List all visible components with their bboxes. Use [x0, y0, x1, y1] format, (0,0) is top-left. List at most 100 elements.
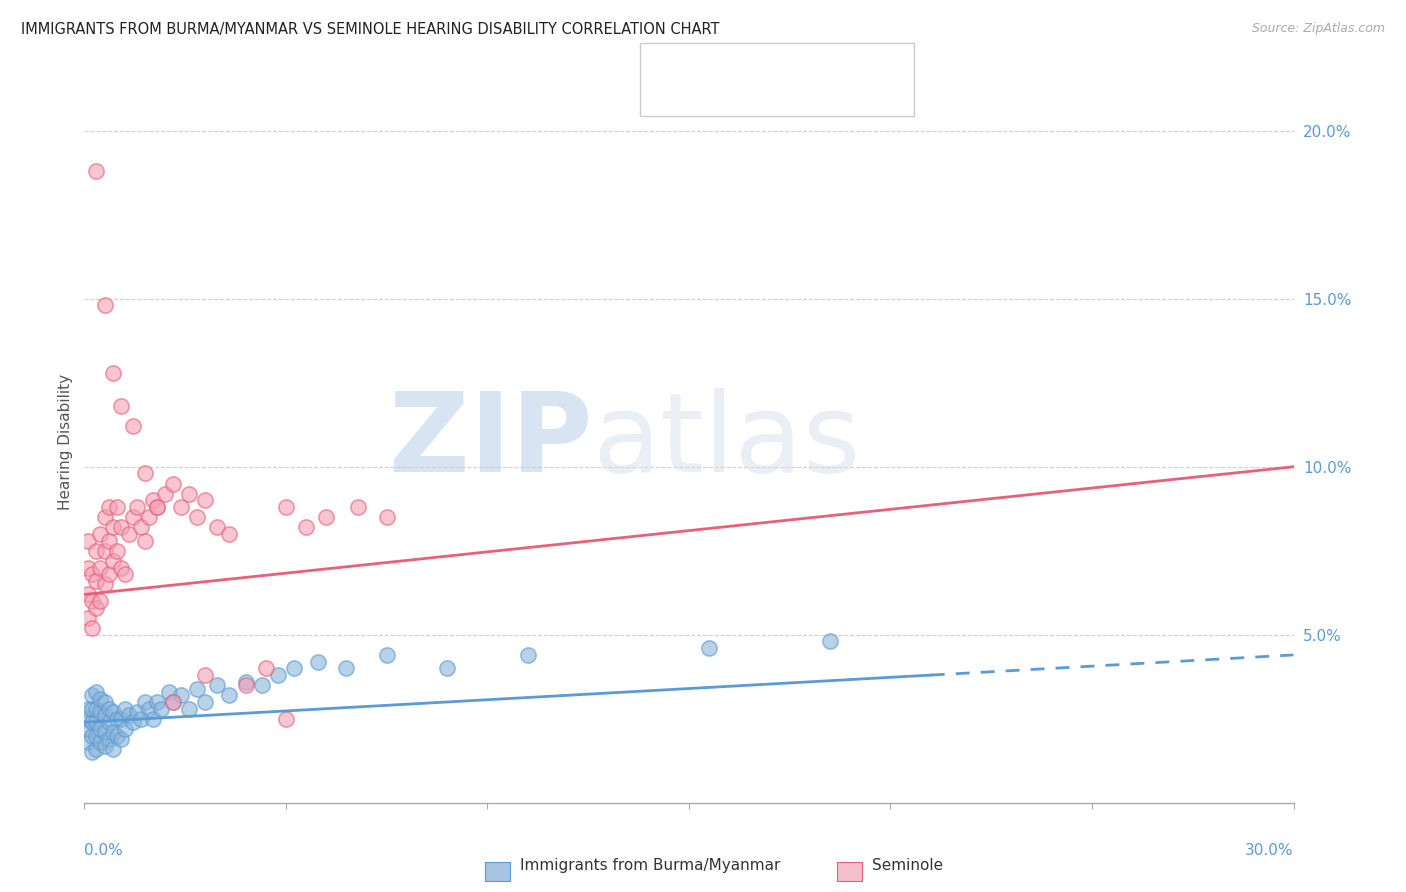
Point: [134, 695, 156, 709]
Point: [142, 712, 165, 726]
Point: [125, 500, 148, 514]
Point: [82, 621, 104, 635]
Point: [105, 712, 128, 726]
Point: [207, 678, 229, 692]
Point: [267, 668, 290, 682]
Point: [194, 493, 217, 508]
Point: [335, 661, 357, 675]
Point: [77, 611, 100, 625]
Point: [157, 685, 180, 699]
Point: [307, 655, 329, 669]
Point: [82, 688, 104, 702]
Point: [138, 702, 160, 716]
Point: [129, 520, 152, 534]
Point: [105, 543, 128, 558]
Point: [77, 560, 100, 574]
Text: Seminole: Seminole: [872, 858, 943, 872]
Point: [93, 739, 115, 753]
Point: [101, 520, 124, 534]
Point: [89, 560, 111, 574]
Point: [170, 688, 193, 702]
Point: [347, 500, 370, 514]
Point: [93, 708, 115, 723]
Point: [101, 554, 124, 568]
Point: [146, 500, 169, 514]
Point: [77, 587, 100, 601]
Point: [89, 691, 111, 706]
Text: 0.0%: 0.0%: [84, 843, 124, 858]
Point: [93, 298, 115, 312]
Point: [186, 681, 208, 696]
Point: [375, 648, 398, 662]
Point: [114, 722, 136, 736]
Text: N = 59: N = 59: [789, 93, 842, 107]
Point: [89, 722, 111, 736]
Point: [697, 641, 720, 656]
Text: Source: ZipAtlas.com: Source: ZipAtlas.com: [1251, 22, 1385, 36]
Point: [254, 661, 277, 675]
Point: [146, 695, 169, 709]
Point: [82, 715, 104, 730]
Point: [207, 520, 229, 534]
Point: [121, 715, 143, 730]
Point: [274, 500, 297, 514]
Point: [138, 510, 160, 524]
Point: [86, 715, 108, 730]
Point: [93, 695, 115, 709]
Point: [250, 678, 273, 692]
Text: IMMIGRANTS FROM BURMA/MYANMAR VS SEMINOLE HEARING DISABILITY CORRELATION CHART: IMMIGRANTS FROM BURMA/MYANMAR VS SEMINOL…: [21, 22, 720, 37]
Point: [86, 742, 108, 756]
Text: ZIP: ZIP: [389, 388, 592, 495]
Point: [89, 735, 111, 749]
Point: [110, 399, 132, 413]
Point: [86, 685, 108, 699]
Point: [101, 366, 124, 380]
Point: [93, 577, 115, 591]
Point: [194, 668, 217, 682]
Point: [129, 712, 152, 726]
Point: [77, 702, 100, 716]
Point: [436, 661, 458, 675]
Point: [77, 735, 100, 749]
Point: [118, 527, 141, 541]
Point: [97, 702, 120, 716]
Point: [110, 731, 132, 746]
Point: [86, 600, 108, 615]
Point: [315, 510, 337, 524]
Point: [82, 729, 104, 743]
Y-axis label: Hearing Disability: Hearing Disability: [58, 374, 73, 509]
Point: [218, 688, 240, 702]
Point: [82, 594, 104, 608]
Point: [134, 533, 156, 548]
Point: [97, 567, 120, 582]
Point: [516, 648, 538, 662]
Point: [110, 560, 132, 574]
Point: [77, 533, 100, 548]
Point: [153, 486, 176, 500]
Point: [146, 500, 169, 514]
Text: N = 62: N = 62: [789, 61, 842, 75]
Point: [179, 702, 201, 716]
Point: [295, 520, 318, 534]
Point: [93, 510, 115, 524]
Point: [86, 543, 108, 558]
Point: [82, 745, 104, 759]
Point: [93, 725, 115, 739]
Point: [235, 674, 257, 689]
Point: [82, 567, 104, 582]
Point: [110, 712, 132, 726]
Point: [101, 725, 124, 739]
Point: [235, 678, 257, 692]
Point: [105, 729, 128, 743]
Point: [194, 695, 217, 709]
Point: [93, 543, 115, 558]
Point: [818, 634, 841, 648]
Point: [218, 527, 240, 541]
Point: [121, 419, 143, 434]
Point: [186, 510, 208, 524]
Point: [162, 695, 184, 709]
Point: [86, 164, 108, 178]
Point: [89, 594, 111, 608]
Point: [121, 510, 143, 524]
Point: [142, 493, 165, 508]
